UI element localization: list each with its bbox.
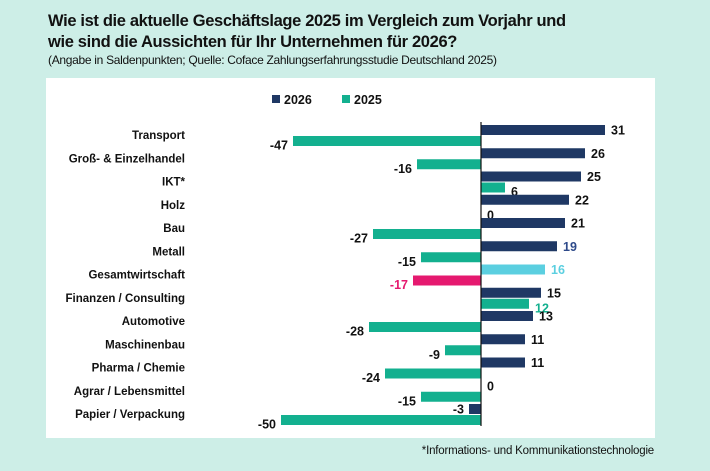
footnote: *Informations- und Kommunikationstechnol… (421, 445, 654, 457)
bar-2026 (481, 125, 605, 135)
bar-2026 (481, 241, 557, 252)
category-label: Transport (132, 130, 185, 142)
bar-2026 (481, 264, 545, 275)
bar-2026 (481, 194, 569, 205)
data-label-2026: 16 (551, 263, 565, 277)
data-label-2025: -28 (346, 325, 364, 339)
category-label: Pharma / Chemie (92, 363, 185, 375)
data-label-2026: -3 (453, 403, 464, 417)
data-label-2025: -27 (350, 232, 368, 246)
data-label-2025: -47 (270, 139, 288, 153)
data-label-2025: 6 (511, 185, 518, 199)
bar-2025 (413, 275, 481, 286)
bar-2026 (481, 218, 565, 228)
data-label-2026: 13 (539, 310, 553, 324)
data-label-2025: -24 (362, 371, 380, 385)
category-label: Automotive (122, 316, 185, 328)
bar-2025 (421, 252, 481, 263)
data-label-2026: 21 (571, 217, 585, 231)
bar-2025 (385, 368, 481, 379)
legend-swatch-2026 (272, 95, 280, 103)
data-label-2025: -9 (429, 348, 440, 362)
chart-subtitle: (Angabe in Saldenpunkten; Quelle: Coface… (48, 53, 497, 67)
bar-2026 (481, 334, 525, 345)
title-line-2: wie sind die Aussichten für Ihr Unterneh… (48, 33, 458, 51)
bar-2026 (481, 171, 581, 182)
data-label-2026: 19 (563, 240, 577, 254)
bar-2026 (481, 311, 533, 321)
bar-2025 (417, 159, 481, 170)
legend-label-2025: 2025 (354, 93, 382, 107)
data-label-2025: 0 (487, 208, 494, 222)
category-label: Groß- & Einzelhandel (69, 153, 185, 165)
bar-2026 (469, 404, 481, 414)
bar-2025 (281, 415, 481, 425)
data-label-2025: 12 (535, 301, 549, 315)
data-label-2026: 25 (587, 170, 601, 184)
category-label: Gesamtwirtschaft (88, 270, 185, 282)
data-label-2026: 22 (575, 193, 589, 207)
bar-2025 (481, 298, 529, 309)
bar-2026 (481, 148, 585, 159)
category-label: Maschinenbau (105, 339, 185, 351)
category-label: Metall (152, 246, 185, 258)
bar-2025 (293, 136, 481, 146)
title-line-1: Wie ist die aktuelle Geschäftslage 2025 … (48, 12, 566, 30)
data-label-2026: 15 (547, 286, 561, 300)
data-label-2025: -15 (398, 394, 416, 408)
category-label: Agrar / Lebensmittel (74, 386, 185, 398)
bar-2026 (481, 357, 525, 368)
bar-2025 (373, 229, 481, 239)
category-label: Holz (161, 200, 186, 212)
chart-title: Wie ist die aktuelle Geschäftslage 2025 … (48, 11, 566, 53)
data-label-2025: -17 (390, 278, 408, 292)
data-label-2025: -16 (394, 162, 412, 176)
data-label-2026: 11 (531, 333, 544, 347)
data-label-2026: 11 (531, 356, 544, 370)
data-label-2026: 26 (591, 147, 605, 161)
data-label-2025: -50 (258, 418, 276, 432)
bar-2026 (481, 287, 541, 298)
data-label-2025: -15 (398, 255, 416, 269)
category-label: IKT* (162, 177, 186, 189)
category-label: Finanzen / Consulting (66, 293, 185, 305)
data-label-2026: 31 (611, 124, 625, 138)
bar-2025 (481, 182, 505, 193)
category-label: Bau (163, 223, 185, 235)
data-label-2026: 0 (487, 379, 494, 393)
category-label: Papier / Verpackung (75, 409, 185, 421)
legend-label-2026: 2026 (284, 93, 312, 107)
legend-swatch-2025 (342, 95, 350, 103)
bar-2025 (369, 322, 481, 332)
bar-2025 (445, 345, 481, 356)
bar-2025 (421, 391, 481, 402)
